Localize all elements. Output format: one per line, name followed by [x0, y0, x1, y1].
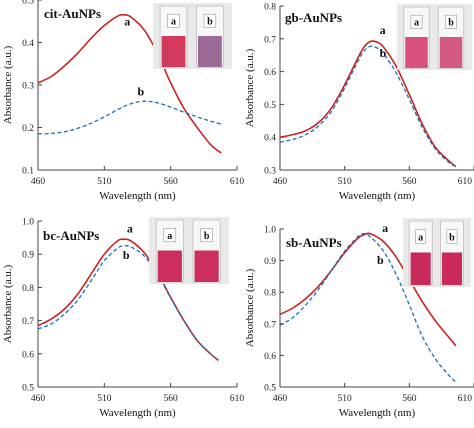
y-axis-label: Absorbance (a.u.) — [2, 45, 14, 124]
y-tick-label: 0.4 — [22, 39, 34, 49]
cuvette-label-a: a — [418, 232, 423, 243]
cuvette-sticker — [200, 228, 213, 243]
cuvette-liquid — [441, 252, 463, 285]
y-tick-label: 0.3 — [264, 167, 276, 177]
cuvette-label-b: b — [207, 16, 213, 27]
y-tick-label: 0.5 — [22, 0, 34, 7]
series-line-b — [37, 245, 219, 361]
cuvette-label-a: a — [167, 231, 172, 242]
cuvette-label-b: b — [449, 232, 455, 243]
y-tick-label: 1.0 — [264, 226, 276, 236]
y-tick-label: 0.2 — [22, 124, 34, 134]
cuvette-label-a: a — [171, 16, 176, 27]
x-tick-label: 610 — [458, 394, 473, 404]
cuvette-liquid — [439, 37, 463, 69]
cuvette-liquid — [157, 250, 182, 282]
chart-panel-2: 0.3 0.4 0.5 0.6 0.7 0.8 460 510 560 610 Wavelength… — [244, 3, 474, 202]
y-tick-label: 0.9 — [22, 251, 34, 261]
series-line-a — [37, 13, 222, 154]
curve-label-b: b — [123, 248, 130, 262]
x-tick-label: 460 — [31, 177, 46, 187]
y-tick-label: 0.6 — [264, 68, 276, 78]
cuvette-sticker — [415, 229, 427, 244]
cuvette-sticker — [203, 13, 217, 28]
cuvette-sticker — [410, 14, 423, 29]
x-axis-label: Wavelength (nm) — [339, 407, 416, 419]
y-tick-label: 0.1 — [22, 167, 34, 177]
cuvette-label-b: b — [448, 17, 454, 28]
cuvette-sticker — [445, 14, 457, 29]
series-line-a — [279, 40, 457, 168]
y-tick-label: 0.7 — [264, 35, 276, 45]
curve-label-a: a — [382, 221, 388, 235]
y-axis-label: Absorbance (a.u.) — [2, 264, 14, 343]
y-tick-label: 0.8 — [264, 3, 276, 13]
y-tick-label: 0.5 — [22, 384, 34, 394]
cuvette-sticker — [446, 229, 458, 244]
cuvette-liquid — [410, 252, 431, 285]
chart-title: bc-AuNPs — [43, 228, 99, 243]
x-tick-label: 610 — [458, 177, 473, 187]
curve-label-b: b — [380, 46, 387, 60]
cuvette-label-a: a — [414, 17, 419, 28]
y-tick-label: 0.7 — [22, 317, 34, 327]
y-tick-label: 0.9 — [264, 257, 276, 267]
x-axis-label: Wavelength (nm) — [99, 407, 176, 419]
y-tick-label: 0.5 — [264, 384, 276, 394]
x-tick-label: 460 — [273, 177, 288, 187]
y-tick-label: 0.6 — [264, 352, 276, 362]
x-tick-label: 510 — [338, 177, 353, 187]
curve-label-a: a — [127, 222, 133, 236]
x-tick-label: 560 — [402, 394, 417, 404]
cuvette-liquid — [405, 37, 428, 69]
y-tick-label: 0.6 — [22, 350, 34, 360]
x-axis-label: Wavelength (nm) — [99, 190, 176, 202]
x-tick-label: 560 — [164, 394, 179, 404]
x-tick-label: 560 — [402, 177, 417, 187]
cuvette-liquid — [194, 250, 219, 282]
y-tick-label: 0.8 — [264, 289, 276, 299]
y-axis-label: Absorbance (a.u.) — [244, 268, 256, 347]
curve-label-b: b — [377, 253, 384, 267]
series-line-b — [279, 233, 457, 383]
x-tick-label: 510 — [97, 394, 112, 404]
cuvette-label-b: b — [204, 231, 210, 242]
curve-label-a: a — [124, 15, 130, 29]
x-tick-label: 460 — [273, 394, 288, 404]
y-tick-label: 0.7 — [264, 320, 276, 330]
chart-title: sb-AuNPs — [286, 235, 342, 250]
x-tick-label: 610 — [230, 394, 245, 404]
x-tick-label: 560 — [164, 177, 179, 187]
chart-title: cit-AuNPs — [44, 6, 101, 21]
x-tick-label: 510 — [97, 177, 112, 187]
curve-label-b: b — [138, 85, 145, 99]
y-axis-label: Absorbance (a.u.) — [244, 48, 256, 127]
y-tick-label: 0.3 — [22, 82, 34, 92]
chart-panel-1: 0.1 0.2 0.3 0.4 0.5 460 510 560 610 Wavelength (n… — [2, 0, 244, 202]
x-tick-label: 610 — [230, 177, 245, 187]
cuvette-liquid — [161, 36, 186, 68]
y-tick-label: 0.8 — [22, 284, 34, 294]
x-axis-label: Wavelength (nm) — [339, 190, 416, 202]
series-line-b — [279, 45, 457, 168]
series-line-a — [279, 232, 457, 347]
series-line-b — [37, 100, 222, 135]
chart-title: gb-AuNPs — [285, 10, 342, 25]
x-tick-label: 510 — [338, 394, 353, 404]
curve-label-a: a — [380, 23, 386, 37]
cuvette-liquid — [197, 36, 222, 68]
chart-panel-3: 0.5 0.6 0.7 0.8 0.9 1.0 460 510 560 610 Wavelength… — [2, 217, 244, 419]
y-tick-label: 0.5 — [264, 101, 276, 111]
cuvette-sticker — [163, 228, 177, 243]
chart-panel-4: 0.5 0.6 0.7 0.8 0.9 1.0 460 510 560 610 Wavelength… — [244, 218, 474, 419]
cuvette-sticker — [167, 13, 180, 28]
y-tick-label: 1.0 — [22, 218, 34, 228]
x-tick-label: 460 — [31, 394, 46, 404]
y-tick-label: 0.4 — [264, 134, 276, 144]
